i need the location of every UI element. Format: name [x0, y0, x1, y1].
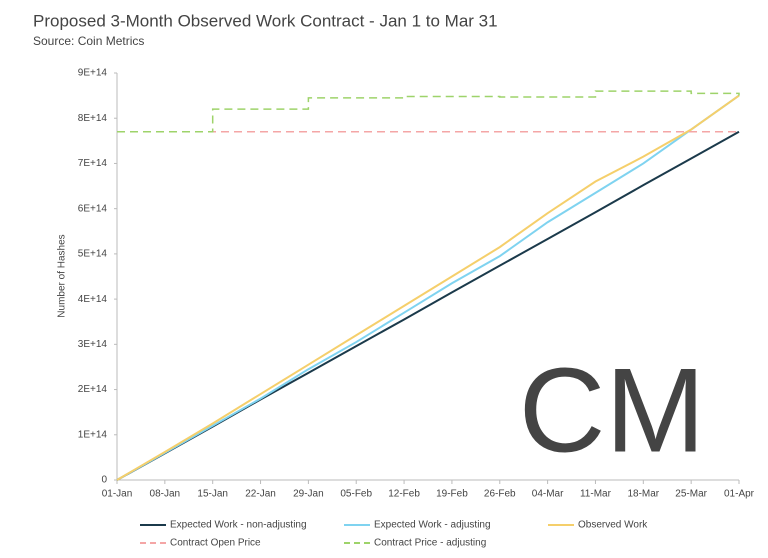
y-axis-label: Number of Hashes	[57, 234, 68, 317]
legend-label: Contract Open Price	[170, 538, 261, 549]
x-tick-label: 12-Feb	[388, 489, 420, 500]
chart-title: Proposed 3-Month Observed Work Contract …	[33, 11, 498, 30]
chart-subtitle: Source: Coin Metrics	[33, 34, 144, 48]
x-tick-label: 11-Mar	[580, 489, 612, 500]
x-tick-label: 25-Mar	[675, 489, 707, 500]
y-tick-label: 6E+14	[78, 203, 108, 214]
x-tick-label: 29-Jan	[293, 489, 324, 500]
x-tick-label: 04-Mar	[532, 489, 564, 500]
legend-label: Observed Work	[578, 520, 648, 531]
x-tick-label: 15-Jan	[197, 489, 228, 500]
y-tick-label: 9E+14	[78, 68, 108, 79]
x-tick-label: 19-Feb	[436, 489, 468, 500]
x-tick-label: 26-Feb	[484, 489, 516, 500]
legend-label: Contract Price - adjusting	[374, 538, 486, 549]
series-line	[117, 90, 740, 133]
x-tick-label: 08-Jan	[150, 489, 181, 500]
series-line	[116, 94, 740, 481]
watermark: CM	[519, 344, 706, 478]
x-tick-label: 01-Jan	[102, 489, 133, 500]
series-line	[116, 94, 740, 481]
y-tick-label: 3E+14	[78, 339, 108, 350]
legend-label: Expected Work - non-adjusting	[170, 520, 307, 531]
y-tick-label: 4E+14	[78, 294, 108, 305]
x-tick-label: 22-Jan	[245, 489, 276, 500]
x-tick-label: 18-Mar	[627, 489, 659, 500]
y-tick-label: 1E+14	[78, 429, 108, 440]
y-tick-label: 7E+14	[78, 158, 108, 169]
y-tick-label: 0	[101, 475, 107, 486]
y-tick-label: 2E+14	[78, 384, 108, 395]
y-tick-label: 5E+14	[78, 249, 108, 260]
x-tick-label: 01-Apr	[724, 489, 755, 500]
y-tick-label: 8E+14	[78, 113, 108, 124]
legend-label: Expected Work - adjusting	[374, 520, 491, 531]
x-tick-label: 05-Feb	[340, 489, 372, 500]
